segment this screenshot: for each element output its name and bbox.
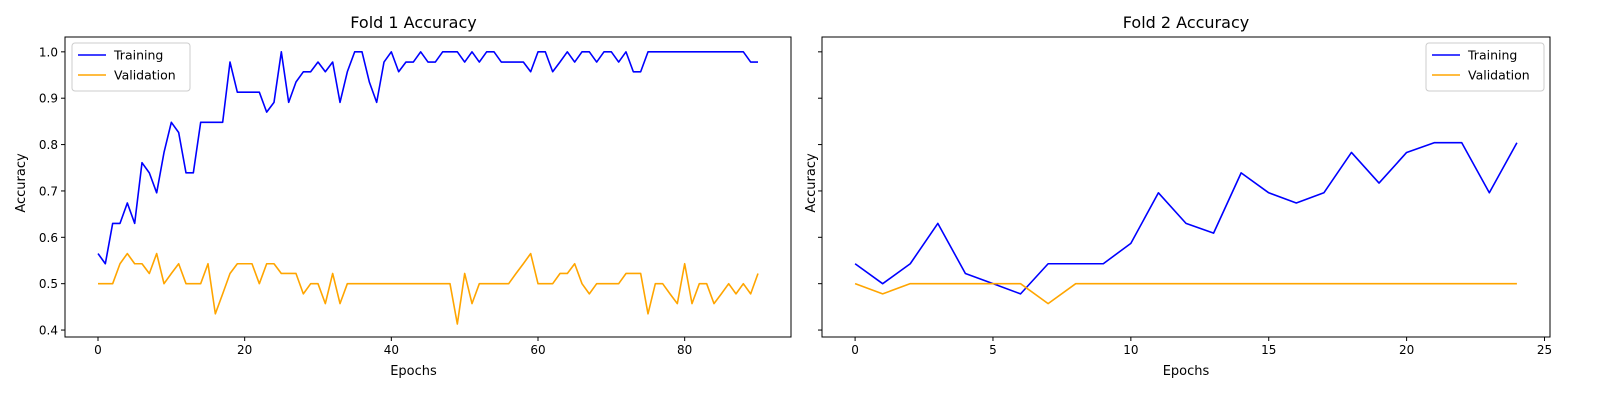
fold-2-title: Fold 2 Accuracy — [1123, 13, 1249, 32]
fold-1-legend: Training Validation — [71, 42, 191, 92]
fold-2-training-line — [854, 141, 1518, 295]
fold-1-plot-area: 0 20 40 60 80 0.4 0.5 0.6 0.7 0.8 0.9 1.0 Training Va… — [39, 36, 792, 357]
fold-2-ylabel: Accuracy — [804, 153, 819, 213]
fold-1-ytick-label: 0.9 — [39, 92, 58, 106]
fold-1-xtick-label: 0 — [94, 343, 102, 357]
fold-1-ytick-label: 1.0 — [39, 45, 58, 59]
fold-1-xtick-label: 60 — [530, 343, 545, 357]
fold-2-xtick-label: 15 — [1261, 343, 1276, 357]
fold-2-xtick-label: 25 — [1537, 343, 1552, 357]
fold-2-legend-training-label: Training — [1467, 48, 1517, 63]
fold-1-ylabel: Accuracy — [14, 153, 29, 213]
fold-1-ytick-label: 0.8 — [39, 138, 58, 152]
fold-1-legend-validation-label: Validation — [114, 68, 176, 83]
fold-2-xtick-label: 0 — [851, 343, 859, 357]
fold-2-xtick-label: 5 — [989, 343, 997, 357]
fold-1-xtick-label: 20 — [237, 343, 252, 357]
fold-1-legend-training-label: Training — [113, 48, 163, 63]
fold-2-plot-area: 0 5 10 15 20 25 Training Validation — [818, 36, 1552, 357]
fold-2-xtick-label: 10 — [1123, 343, 1138, 357]
fold-1-ytick-label: 0.6 — [39, 231, 58, 245]
fold-1-ytick-label: 0.7 — [39, 184, 58, 198]
fold-2-xtick-label: 20 — [1399, 343, 1414, 357]
fold-1-training-line — [97, 51, 758, 265]
fold-2-xlabel: Epochs — [1163, 364, 1210, 379]
fold-1-xtick-label: 40 — [384, 343, 399, 357]
fold-1-panel: Fold 1 Accuracy Epochs Accuracy 0 20 40 60 8… — [14, 13, 792, 379]
fold-1-ytick-label: 0.5 — [39, 277, 58, 291]
fold-2-legend: Training Validation — [1425, 42, 1545, 92]
fold-1-xlabel: Epochs — [390, 364, 437, 379]
fold-2-legend-validation-label: Validation — [1468, 68, 1530, 83]
fold-2-validation-line — [854, 282, 1517, 305]
fold-1-xtick-label: 80 — [677, 343, 692, 357]
fold-1-axes-frame — [64, 36, 792, 338]
fold-1-ytick-label: 0.4 — [39, 324, 58, 338]
fold-1-validation-line — [98, 252, 759, 325]
fold-1-title: Fold 1 Accuracy — [350, 13, 476, 32]
fold-2-panel: Fold 2 Accuracy Epochs Accuracy 0 5 10 15 20… — [804, 13, 1552, 379]
fold-2-axes-frame — [821, 36, 1551, 338]
